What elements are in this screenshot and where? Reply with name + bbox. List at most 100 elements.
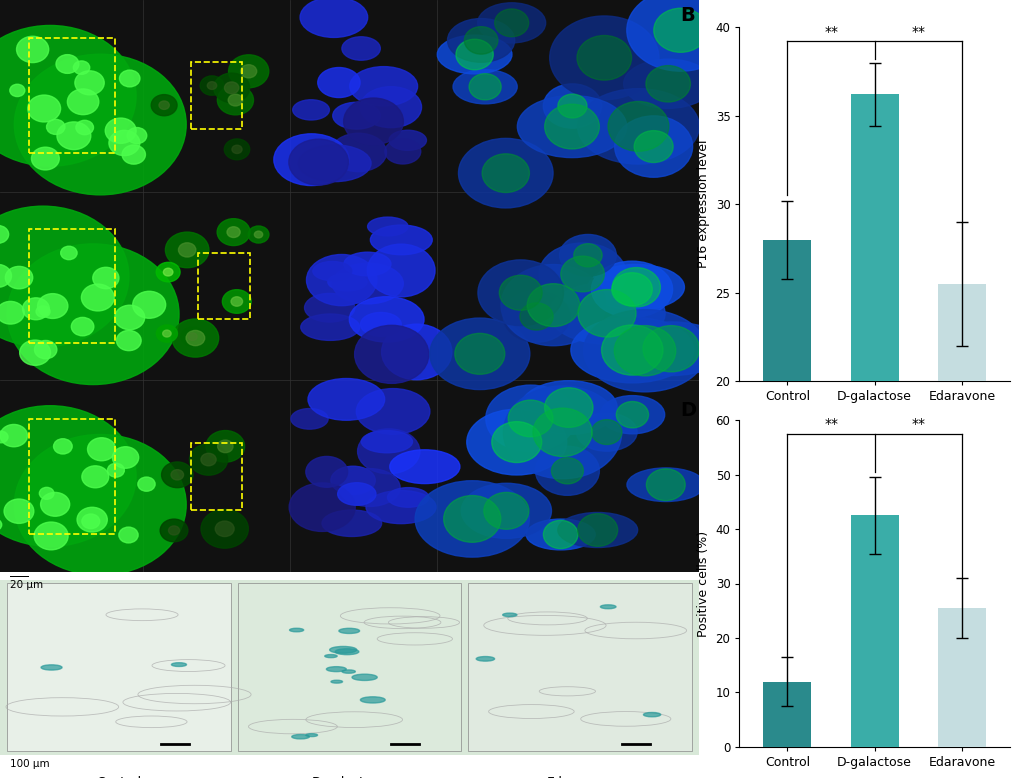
Circle shape xyxy=(240,65,257,78)
Circle shape xyxy=(469,74,500,100)
Ellipse shape xyxy=(467,409,567,475)
Circle shape xyxy=(40,487,54,499)
Circle shape xyxy=(82,514,100,529)
Text: **: ** xyxy=(910,25,924,39)
Circle shape xyxy=(0,405,136,546)
Bar xyxy=(763,240,811,735)
Circle shape xyxy=(0,26,136,166)
Circle shape xyxy=(41,492,69,517)
Circle shape xyxy=(224,82,238,93)
Circle shape xyxy=(611,268,659,307)
Circle shape xyxy=(0,431,8,443)
Circle shape xyxy=(551,457,583,484)
Ellipse shape xyxy=(290,408,328,429)
Circle shape xyxy=(507,400,552,436)
Ellipse shape xyxy=(360,86,421,128)
Ellipse shape xyxy=(477,3,545,43)
Ellipse shape xyxy=(478,260,562,326)
Ellipse shape xyxy=(543,84,601,128)
Circle shape xyxy=(162,330,171,337)
Circle shape xyxy=(600,605,615,608)
Circle shape xyxy=(163,268,173,276)
Circle shape xyxy=(0,425,28,447)
Ellipse shape xyxy=(458,138,552,208)
Circle shape xyxy=(132,291,165,318)
Circle shape xyxy=(533,408,591,457)
Ellipse shape xyxy=(576,413,637,451)
Circle shape xyxy=(352,675,377,681)
Circle shape xyxy=(335,649,359,654)
Circle shape xyxy=(14,434,186,575)
Ellipse shape xyxy=(300,0,367,37)
Circle shape xyxy=(228,54,269,88)
Bar xyxy=(237,584,461,752)
Text: **: ** xyxy=(823,417,838,431)
Circle shape xyxy=(326,667,345,671)
Ellipse shape xyxy=(461,483,551,538)
Circle shape xyxy=(227,226,239,237)
Bar xyxy=(191,443,243,510)
Circle shape xyxy=(14,54,186,194)
Ellipse shape xyxy=(367,244,435,297)
Ellipse shape xyxy=(308,379,384,420)
Circle shape xyxy=(502,613,517,617)
Circle shape xyxy=(57,122,91,149)
Ellipse shape xyxy=(415,481,529,557)
Text: Control: Control xyxy=(96,776,142,778)
Circle shape xyxy=(36,306,50,317)
Circle shape xyxy=(520,303,552,330)
Circle shape xyxy=(464,26,497,54)
Ellipse shape xyxy=(305,293,355,322)
Ellipse shape xyxy=(549,16,658,100)
Ellipse shape xyxy=(627,468,704,502)
Circle shape xyxy=(224,139,250,159)
Circle shape xyxy=(156,262,180,282)
Circle shape xyxy=(60,246,77,260)
Ellipse shape xyxy=(388,130,426,150)
Ellipse shape xyxy=(330,466,375,495)
Circle shape xyxy=(185,331,205,345)
Circle shape xyxy=(601,325,662,375)
Circle shape xyxy=(171,663,186,667)
Circle shape xyxy=(105,118,136,143)
Circle shape xyxy=(187,333,197,341)
Ellipse shape xyxy=(452,70,517,103)
Circle shape xyxy=(22,298,49,320)
Ellipse shape xyxy=(343,98,403,145)
Ellipse shape xyxy=(356,388,429,434)
Ellipse shape xyxy=(437,35,512,74)
Circle shape xyxy=(190,444,227,475)
Circle shape xyxy=(181,328,204,346)
Circle shape xyxy=(73,61,90,75)
Circle shape xyxy=(213,73,250,103)
Circle shape xyxy=(653,9,707,52)
Circle shape xyxy=(56,54,78,73)
Bar xyxy=(29,230,114,342)
Circle shape xyxy=(165,232,209,268)
Circle shape xyxy=(0,301,24,324)
Text: D: D xyxy=(680,401,696,419)
Ellipse shape xyxy=(332,102,380,129)
Ellipse shape xyxy=(313,261,352,281)
Circle shape xyxy=(16,37,49,62)
Y-axis label: Positive cells (%): Positive cells (%) xyxy=(696,531,709,636)
Circle shape xyxy=(324,654,337,657)
Circle shape xyxy=(10,84,24,96)
Bar xyxy=(29,38,114,153)
Circle shape xyxy=(643,713,660,717)
Circle shape xyxy=(201,454,216,466)
Circle shape xyxy=(560,256,604,292)
Circle shape xyxy=(19,340,51,366)
Circle shape xyxy=(5,266,33,289)
Circle shape xyxy=(53,439,72,454)
Bar xyxy=(763,682,811,747)
Ellipse shape xyxy=(332,263,403,304)
Circle shape xyxy=(557,94,586,118)
Ellipse shape xyxy=(318,68,360,97)
Ellipse shape xyxy=(577,89,699,164)
Circle shape xyxy=(306,734,317,737)
Ellipse shape xyxy=(429,318,529,390)
Circle shape xyxy=(7,244,179,384)
Text: B: B xyxy=(680,6,694,25)
Ellipse shape xyxy=(288,483,355,531)
